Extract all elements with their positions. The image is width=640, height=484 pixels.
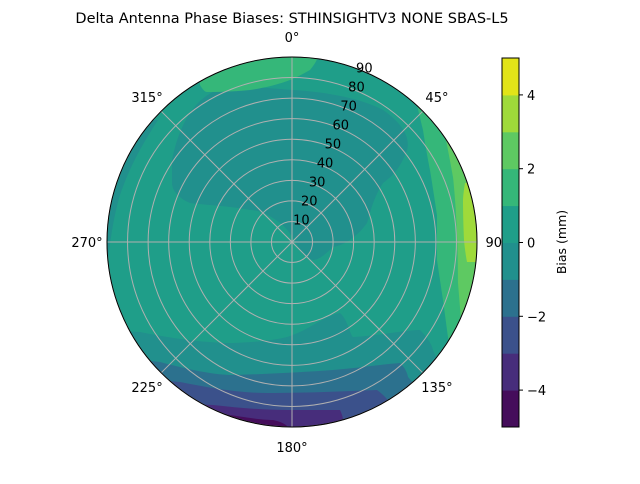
colorbar-band: [502, 279, 519, 317]
contour-fill: [107, 57, 477, 427]
contour-band-neg1-to-0-north: [172, 85, 408, 260]
grid-spoke: [291, 241, 424, 374]
r-tick-labels: 10 20 30 40 50 60 70 80 90: [293, 61, 372, 228]
colorbar-band: [502, 242, 519, 280]
colorbar-band: [502, 316, 519, 354]
polar-outline: [106, 56, 478, 428]
r-tick-label: 70: [340, 99, 357, 114]
r-tick-label: 50: [325, 137, 342, 152]
grid-spoke: [160, 241, 293, 374]
colorbar-tick-label: 0: [527, 237, 535, 252]
theta-tick-label: 45°: [425, 91, 448, 106]
colorbar-label: Bias (mm): [554, 210, 569, 274]
colorbar: [502, 58, 519, 428]
r-tick-label: 20: [301, 194, 318, 209]
grid-spoke: [291, 110, 424, 243]
colorbar-band: [502, 131, 519, 170]
theta-tick-labels: 0°45°90°135°180°225°270°315°: [71, 31, 508, 456]
r-tick-label: 90: [356, 61, 373, 76]
r-tick-label: 60: [332, 118, 349, 133]
theta-tick-label: 315°: [131, 91, 162, 106]
colorbar-ticks: −4 −2 0 2 4: [519, 89, 546, 399]
theta-tick-label: 225°: [131, 381, 162, 396]
colorbar-band: [502, 353, 519, 391]
r-tick-label: 30: [309, 175, 326, 190]
r-tick-label: 40: [317, 156, 334, 171]
colorbar-band: [502, 94, 519, 133]
colorbar-tick-label: −4: [527, 384, 546, 399]
r-tick-label: 10: [293, 213, 310, 228]
colorbar-tick-label: 4: [527, 89, 535, 104]
grid-spoke: [160, 110, 293, 243]
r-tick-label: 80: [348, 80, 365, 95]
theta-tick-label: 270°: [71, 236, 102, 251]
colorbar-band: [502, 205, 519, 243]
colorbar-band: [502, 168, 519, 207]
theta-tick-label: 180°: [276, 441, 307, 456]
theta-tick-label: 135°: [421, 381, 452, 396]
colorbar-band: [502, 58, 519, 96]
chart-title: Delta Antenna Phase Biases: STHINSIGHTV3…: [75, 11, 508, 27]
colorbar-tick-label: −2: [527, 310, 546, 325]
polar-grid: [106, 56, 478, 428]
colorbar-tick-label: 2: [527, 163, 535, 178]
theta-tick-label: 0°: [285, 31, 300, 46]
colorbar-band: [502, 390, 519, 428]
